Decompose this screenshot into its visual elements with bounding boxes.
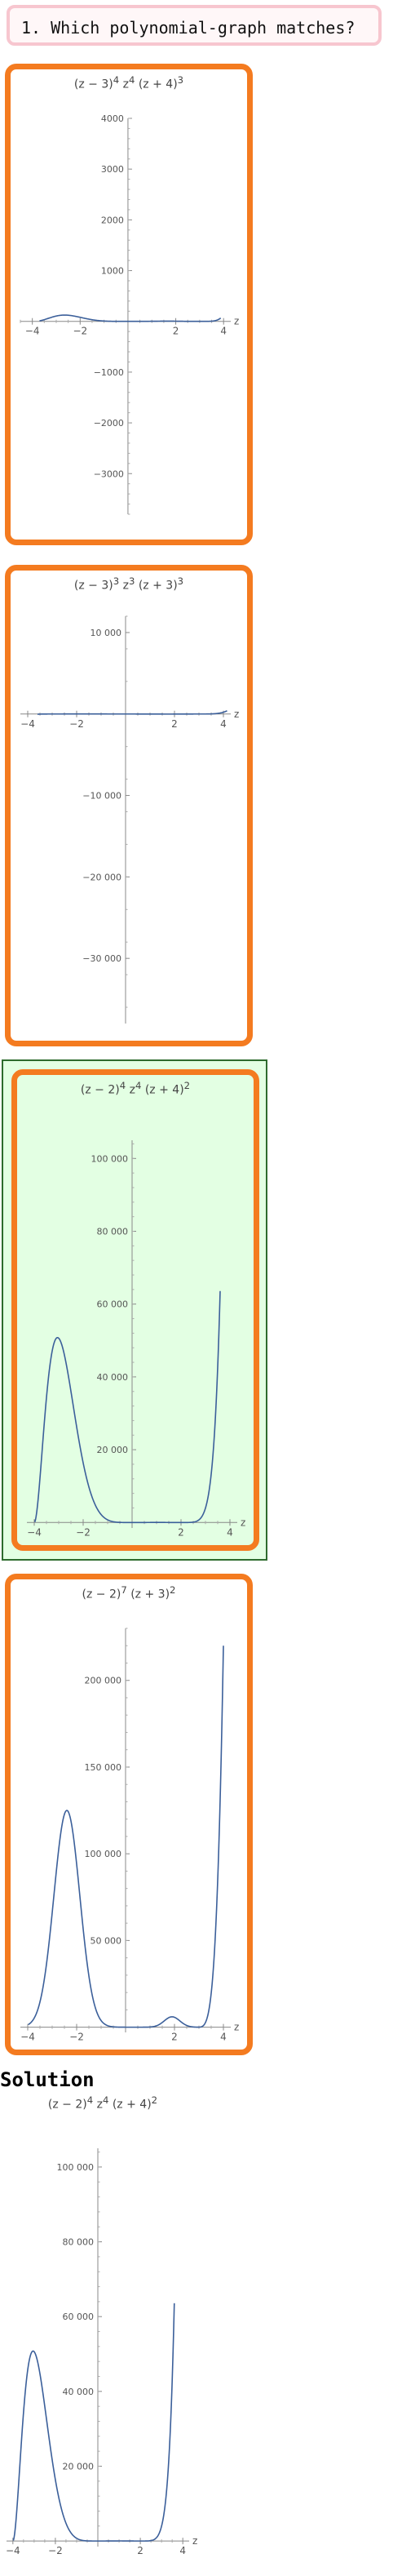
option-card-3[interactable]: (z − 2)4 z4 (z + 4)2 −4 −2 2 4 z 100 000 80 000… xyxy=(11,1069,259,1551)
option-3-series-line xyxy=(33,1290,221,1524)
option-4-series-line xyxy=(28,1646,224,2028)
option-4-y-tick-label: 100 000 xyxy=(85,1849,122,1859)
option-1-y-tick-label: −1000 xyxy=(94,367,124,378)
option-1-plot: (z − 3)4 z4 (z + 4)3 −4 −2 2 4z 4000 3000 2000 1… xyxy=(20,74,239,515)
solution-x-tick-label: −4 xyxy=(6,2545,20,2556)
option-2-x-tick-label: −2 xyxy=(69,718,84,730)
solution-x-label: z xyxy=(192,2535,197,2547)
solution-plot-container: (z − 2)4 z4 (z + 4)2 −4 −2 2 4 z 100 000 80 000… xyxy=(0,2090,204,2576)
option-2-plot: (z − 3)3 z3 (z + 3)3 −4 −2 2 4z 10 000 −10 000… xyxy=(20,575,239,1024)
option-2-x-tick-label: 2 xyxy=(171,718,178,730)
question-text: 1. Which polynomial-graph matches? xyxy=(21,18,355,38)
option-3-y-tick-label: 40 000 xyxy=(97,1372,129,1383)
option-2-y-tick-label: 10 000 xyxy=(91,628,122,638)
option-1-x-tick-label: 2 xyxy=(173,326,179,337)
option-1-y-tick-label: 4000 xyxy=(101,113,124,124)
option-3-y-tick-label: 60 000 xyxy=(97,1299,129,1310)
solution-y-tick-label: 60 000 xyxy=(63,2312,95,2322)
option-2-series-line xyxy=(37,710,227,715)
option-3-x-tick-label: −2 xyxy=(76,1526,91,1538)
option-4-title-text: (z − 2)7 (z + 3)2 xyxy=(82,1584,176,1601)
option-3-x-tick-label: 2 xyxy=(178,1526,184,1538)
option-1-y-tick-label: 3000 xyxy=(101,164,124,175)
solution-x-tick-label: −2 xyxy=(48,2545,63,2556)
option-card-2[interactable]: (z − 3)3 z3 (z + 3)3 −4 −2 2 4 z 10 000 −10 000… xyxy=(5,565,253,1046)
option-card-4[interactable]: (z − 2)7 (z + 3)2 −4 −2 2 4 z 200 000 150 000 10… xyxy=(5,1574,253,2055)
option-4-x-tick-label: 2 xyxy=(171,2032,178,2043)
option-3-plot: (z − 2)4 z4 (z + 4)2 −4 −2 2 4z 100 000 80 000… xyxy=(27,1080,245,1538)
option-1-y-tick-label: −3000 xyxy=(94,469,124,479)
option-1-y-tick-label: 2000 xyxy=(101,215,124,225)
solution-y-tick-label: 80 000 xyxy=(63,2237,95,2248)
solution-x-tick-label: 2 xyxy=(137,2545,144,2556)
option-4-title: (z − 2)7 (z + 3)2 xyxy=(82,1584,176,1601)
option-3-x-label: z xyxy=(241,1517,245,1528)
option-4-x-tick-label: −4 xyxy=(20,2032,35,2043)
option-2-title: (z − 3)3 z3 (z + 3)3 xyxy=(73,575,184,593)
option-2-title-text: (z − 3)3 z3 (z + 3)3 xyxy=(73,575,184,593)
option-2-y-tick-label: −30 000 xyxy=(82,953,121,964)
option-4-x-label: z xyxy=(234,2022,239,2033)
solution-title: (z − 2)4 z4 (z + 4)2 xyxy=(47,2094,158,2112)
option-1-x-tick-label: −2 xyxy=(73,326,87,337)
option-3-title: (z − 2)4 z4 (z + 4)2 xyxy=(80,1080,191,1097)
option-3-y-tick-label: 20 000 xyxy=(97,1445,129,1455)
option-1-x-tick-label: −4 xyxy=(25,326,40,337)
option-3-x-tick-label: 4 xyxy=(227,1526,233,1538)
option-card-1[interactable]: (z − 3)4 z4 (z + 4)3 −4 −2 2 4 z 4000 3000 2000 1… xyxy=(5,64,253,545)
option-4-plot: (z − 2)7 (z + 3)2 −4 −2 2 4z 200 000 150 000 10… xyxy=(20,1584,239,2043)
solution-y-tick-label: 40 000 xyxy=(63,2387,95,2397)
option-4-x-tick-label: −2 xyxy=(69,2032,84,2043)
option-1-title: (z − 3)4 z4 (z + 4)3 xyxy=(73,74,184,91)
option-2-y-tick-label: −10 000 xyxy=(82,791,121,802)
option-1-y-tick-label: −2000 xyxy=(94,418,124,429)
solution-y-tick-label: 100 000 xyxy=(57,2162,95,2173)
option-4-x-tick-label: 4 xyxy=(220,2032,227,2043)
question-box: 1. Which polynomial-graph matches? xyxy=(7,5,382,46)
solution-y-tick-label: 20 000 xyxy=(63,2461,95,2472)
option-3-y-tick-label: 100 000 xyxy=(91,1153,129,1164)
option-4-y-tick-label: 200 000 xyxy=(85,1676,122,1686)
option-1-y-tick-label: 1000 xyxy=(101,266,124,277)
option-3-y-tick-label: 80 000 xyxy=(97,1227,129,1237)
option-1-title-text: (z − 3)4 z4 (z + 4)3 xyxy=(73,74,184,91)
solution-series-line xyxy=(12,2303,175,2542)
option-2-x-tick-label: −4 xyxy=(20,718,35,730)
option-1-series-line xyxy=(39,314,222,322)
solution-title-text: (z − 2)4 z4 (z + 4)2 xyxy=(47,2094,158,2112)
option-4-y-tick-label: 50 000 xyxy=(91,1935,122,1946)
option-4-y-tick-label: 150 000 xyxy=(85,1762,122,1773)
option-2-y-tick-label: −20 000 xyxy=(82,872,121,882)
option-3-title-text: (z − 2)4 z4 (z + 4)2 xyxy=(80,1080,191,1097)
solution-x-tick-label: 4 xyxy=(179,2545,186,2556)
option-1-x-label: z xyxy=(234,316,239,327)
option-2-x-label: z xyxy=(234,708,239,720)
option-1-x-tick-label: 4 xyxy=(220,326,227,337)
solution-plot: (z − 2)4 z4 (z + 4)2 −4 −2 2 4z 100 000 80 000… xyxy=(6,2094,197,2556)
solution-heading: Solution xyxy=(0,2068,95,2091)
option-2-x-tick-label: 4 xyxy=(220,718,227,730)
option-3-x-tick-label: −4 xyxy=(27,1526,42,1538)
